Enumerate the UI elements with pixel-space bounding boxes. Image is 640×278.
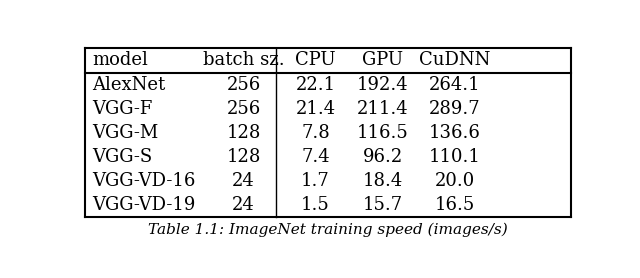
Text: 116.5: 116.5 (356, 124, 408, 142)
Text: Table 1.1: ImageNet training speed (images/s): Table 1.1: ImageNet training speed (imag… (148, 222, 508, 237)
Text: VGG-VD-19: VGG-VD-19 (92, 196, 196, 214)
Text: CPU: CPU (295, 51, 336, 70)
Text: 18.4: 18.4 (362, 172, 403, 190)
Text: 128: 128 (227, 124, 261, 142)
Text: model: model (92, 51, 148, 70)
Text: 24: 24 (232, 196, 255, 214)
Text: CuDNN: CuDNN (419, 51, 490, 70)
Text: 22.1: 22.1 (296, 76, 335, 94)
Text: 21.4: 21.4 (296, 100, 335, 118)
Text: 256: 256 (227, 100, 261, 118)
Text: 16.5: 16.5 (435, 196, 475, 214)
Text: 256: 256 (227, 76, 261, 94)
Text: 15.7: 15.7 (362, 196, 403, 214)
Text: VGG-S: VGG-S (92, 148, 153, 166)
Text: 264.1: 264.1 (429, 76, 480, 94)
Text: 1.7: 1.7 (301, 172, 330, 190)
Text: VGG-VD-16: VGG-VD-16 (92, 172, 196, 190)
Text: VGG-F: VGG-F (92, 100, 153, 118)
Text: AlexNet: AlexNet (92, 76, 166, 94)
Text: VGG-M: VGG-M (92, 124, 159, 142)
Text: 20.0: 20.0 (435, 172, 475, 190)
Text: 7.8: 7.8 (301, 124, 330, 142)
Text: 289.7: 289.7 (429, 100, 480, 118)
Text: GPU: GPU (362, 51, 403, 70)
Text: 1.5: 1.5 (301, 196, 330, 214)
Text: 192.4: 192.4 (356, 76, 408, 94)
Text: 7.4: 7.4 (301, 148, 330, 166)
Text: 128: 128 (227, 148, 261, 166)
Text: 96.2: 96.2 (362, 148, 403, 166)
Text: 136.6: 136.6 (429, 124, 481, 142)
Text: 110.1: 110.1 (429, 148, 481, 166)
Text: batch sz.: batch sz. (203, 51, 285, 70)
Text: 24: 24 (232, 172, 255, 190)
Text: 211.4: 211.4 (356, 100, 408, 118)
